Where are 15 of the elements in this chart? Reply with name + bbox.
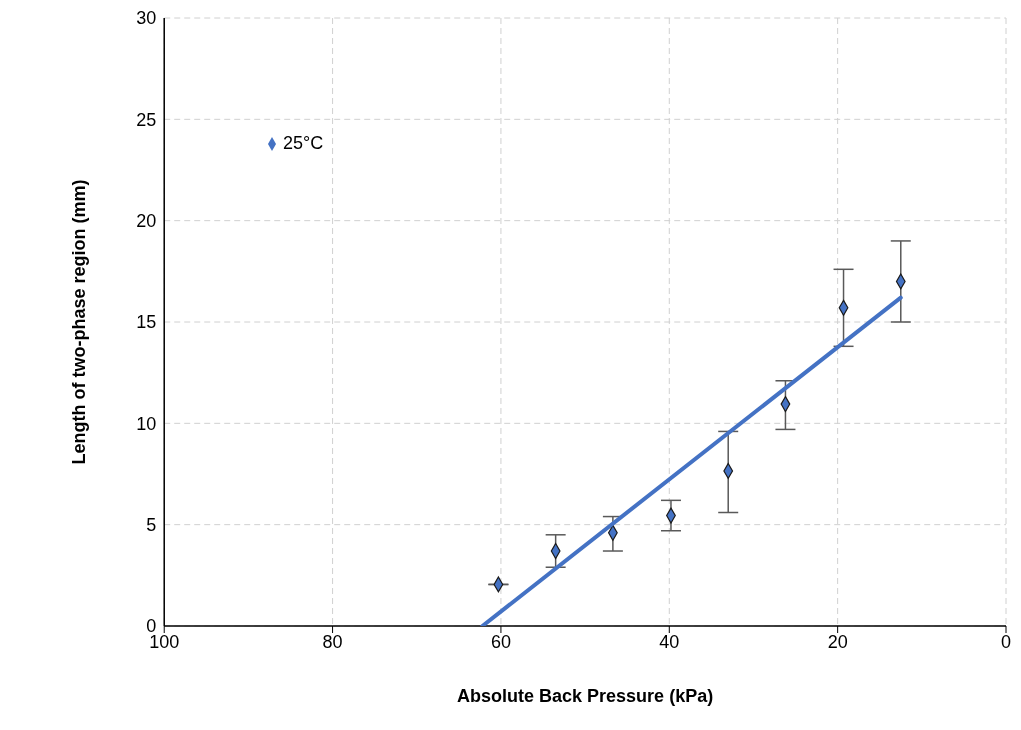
y-tick-label: 30 xyxy=(136,8,157,29)
y-tick-label: 25 xyxy=(136,109,157,130)
x-tick-label: 40 xyxy=(659,631,680,652)
x-tick-label: 20 xyxy=(827,631,848,652)
y-tick-label: 5 xyxy=(146,515,157,536)
y-tick-label: 20 xyxy=(136,211,157,232)
y-axis-title: Length of two-phase region (mm) xyxy=(68,179,89,465)
x-tick-label: 100 xyxy=(149,631,180,652)
x-axis-title: Absolute Back Pressure (kPa) xyxy=(457,686,714,706)
y-tick-label: 10 xyxy=(136,413,157,434)
x-tick-label: 80 xyxy=(322,631,343,652)
legend-label: 25°C xyxy=(283,133,324,153)
y-tick-label: 15 xyxy=(136,312,157,333)
x-tick-label: 60 xyxy=(490,631,511,652)
x-tick-label: 0 xyxy=(1000,631,1012,652)
